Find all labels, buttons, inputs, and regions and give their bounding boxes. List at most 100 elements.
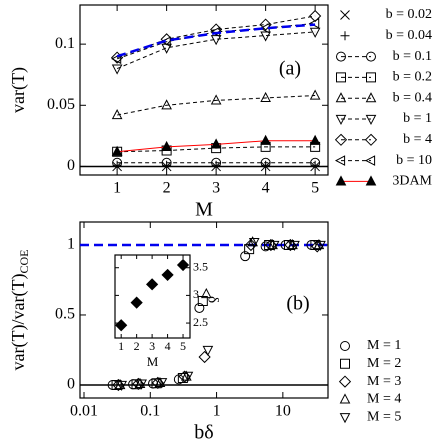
legend-marker [334,133,348,146]
legend-label: b = 0.2 [393,70,432,85]
marker [161,268,174,282]
legend-label: M = 3 [367,374,401,389]
legend-marker [336,51,346,62]
series-line [116,23,316,58]
marker [114,378,126,390]
marker [112,146,123,157]
legend-label: b = 0.1 [393,49,432,64]
marker [181,370,192,381]
marker [260,91,271,103]
legend-label: M = 1 [367,338,401,353]
marker [162,160,172,170]
legend-label: M = 5 [367,409,401,424]
marker [260,134,271,145]
marker [309,89,321,100]
legend-marker [335,92,347,103]
x-tick-label: 3 [149,339,155,353]
marker [315,240,326,251]
legend-label: b = 0.02 [386,7,432,22]
marker [197,295,208,306]
legend-label: M = 4 [367,392,401,407]
marker [156,378,168,389]
legend-marker [340,31,350,41]
marker [154,376,166,387]
legend-marker [335,114,347,126]
marker [146,278,159,291]
x-tick-label: 0.01 [70,403,98,420]
marker [287,238,298,250]
x-tick-label: 1 [213,403,221,420]
x-tick-label: 1 [113,180,121,197]
plot-frame [114,254,191,339]
legend-marker [366,72,376,83]
x-axis-label: M [147,354,159,369]
y-axis-label-main: var(T) [8,67,29,113]
marker [267,238,278,250]
x-tick-label: 5 [311,180,319,197]
legend-marker [334,155,346,166]
marker [161,157,172,168]
legend-marker [338,375,352,388]
x-tick-label: 2 [163,180,171,197]
legend-marker [366,51,376,62]
marker [211,157,222,168]
legend-label: b = 0.4 [393,90,432,105]
marker [247,236,258,247]
legend-marker [365,92,377,103]
x-tick-label: 4 [262,180,270,197]
marker [112,157,123,168]
marker [194,302,205,313]
y-tick-label: 1 [67,236,75,253]
legend-marker [365,114,377,126]
marker [313,238,325,250]
legend-marker [335,175,347,186]
marker [210,94,222,105]
series-line [117,95,316,116]
marker [116,380,127,392]
marker [161,99,172,110]
marker [268,240,280,251]
marker [289,240,300,251]
marker [310,160,320,170]
legend-marker [364,155,376,166]
x-axis-label: bδ [194,422,213,444]
legend-label: b = 1 [403,111,432,126]
marker [211,160,221,170]
y-axis-label: δ [205,296,221,303]
y-axis-label: var(T)/var(T)COE [8,250,31,371]
y-tick-label: 2.5 [193,315,208,329]
marker [240,251,251,262]
marker [309,134,321,145]
legend-label: M = 2 [367,356,401,371]
y-tick-label: 0 [67,376,75,393]
marker [310,157,321,168]
series-line [116,31,316,70]
x-axis-label: M [195,199,213,221]
legend-marker [340,358,350,369]
legend-marker [336,72,346,83]
marker [200,287,212,299]
marker [284,239,295,250]
y-axis-label-sub: COE [17,250,31,274]
x-tick-label: 4 [165,339,171,353]
legend-label: b = 0.04 [386,28,432,43]
legend-label: 3DAM [392,174,432,189]
marker [309,9,322,23]
y-tick-label: 0.5 [55,306,75,323]
marker [136,379,147,390]
y-tick-label: 0.05 [47,96,75,113]
legend-marker [339,393,351,404]
x-tick-label: 3 [212,180,220,197]
x-tick-label: 0.1 [140,403,160,420]
marker [260,241,271,252]
marker [309,27,321,38]
marker [160,36,171,48]
panel-label: (b) [286,293,309,315]
marker [111,109,123,120]
y-axis-label-main: var(T)/var(T) [8,274,29,371]
marker [210,35,222,46]
marker [161,140,172,151]
y-axis-label: var(T) [8,67,29,113]
